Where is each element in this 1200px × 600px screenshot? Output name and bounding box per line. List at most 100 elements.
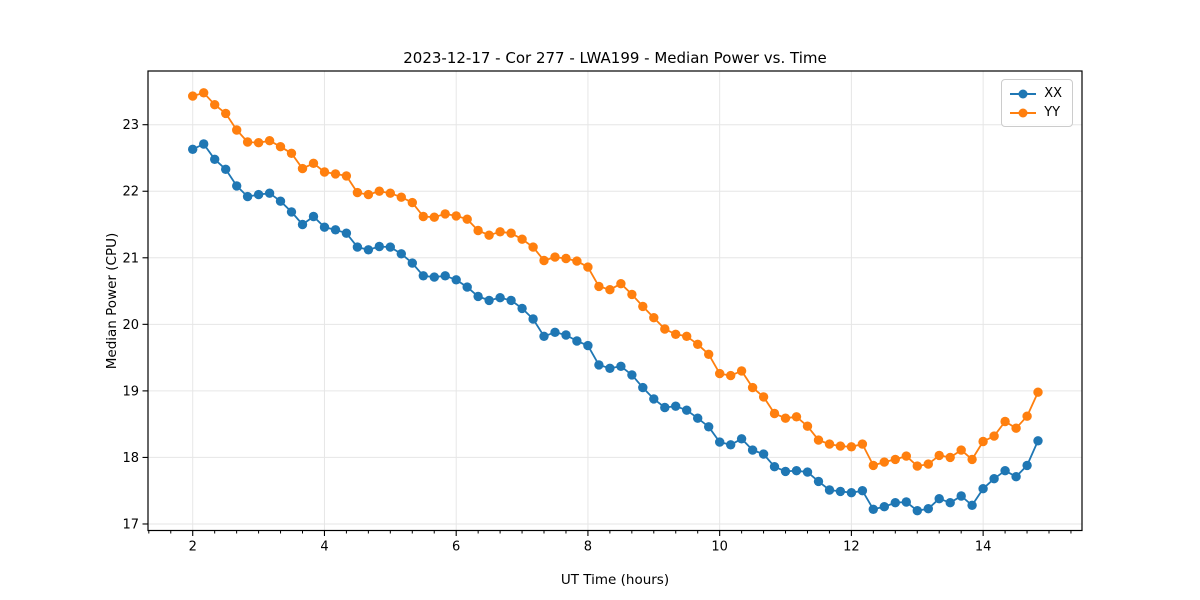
series-XX-marker <box>330 225 341 235</box>
series-YY-marker <box>791 412 802 422</box>
series-XX-marker <box>572 336 582 346</box>
series-YY-marker <box>649 313 659 323</box>
series-XX-marker <box>846 488 857 498</box>
series-XX-marker <box>253 189 264 200</box>
series-YY-marker <box>188 91 198 101</box>
series-XX-marker <box>693 413 703 423</box>
series-XX-marker <box>407 258 417 268</box>
x-tick-label: 14 <box>975 540 992 555</box>
series-XX-marker <box>923 504 933 514</box>
series-XX-marker <box>791 466 802 476</box>
series-YY-marker <box>495 227 505 237</box>
series-XX-marker <box>868 504 878 514</box>
series-YY-marker <box>484 230 494 240</box>
series-YY-marker <box>221 108 231 119</box>
x-tick-label: 4 <box>320 540 328 555</box>
series-XX-marker <box>363 245 374 255</box>
series-YY-marker <box>594 281 604 292</box>
series-YY-marker <box>517 234 527 244</box>
legend-label-xx: XX <box>1044 86 1062 101</box>
series-XX-marker <box>528 314 538 324</box>
series-XX-marker <box>956 491 966 501</box>
series-YY-marker <box>561 253 571 264</box>
series-YY-marker <box>605 285 615 295</box>
series-YY-marker <box>1011 423 1021 433</box>
series-XX-marker <box>396 249 406 259</box>
series-XX-marker <box>934 494 944 504</box>
series-YY-marker <box>286 148 297 158</box>
x-tick-label: 8 <box>584 540 592 555</box>
series-XX-marker <box>736 434 747 444</box>
series-XX-marker <box>451 275 461 285</box>
series-YY-marker <box>539 255 549 266</box>
series-YY-marker <box>572 256 582 266</box>
series-XX-marker <box>341 228 352 238</box>
series-XX-marker <box>769 462 780 472</box>
series-XX-marker <box>188 144 198 154</box>
y-tick-label: 17 <box>122 517 139 532</box>
series-YY-marker <box>462 214 472 224</box>
x-tick-label: 2 <box>189 540 197 555</box>
series-XX-marker <box>1022 460 1032 471</box>
series-YY-marker <box>704 349 714 359</box>
series-XX-marker <box>857 486 868 496</box>
series-XX-marker <box>242 191 253 202</box>
series-XX-marker <box>418 271 428 281</box>
series-XX-marker <box>715 437 725 447</box>
y-tick-label: 18 <box>122 451 139 466</box>
series-XX-marker <box>297 219 308 230</box>
series-YY-marker <box>736 366 747 376</box>
series-XX-marker <box>199 139 209 149</box>
series-YY-marker <box>451 211 461 221</box>
series-YY-marker <box>253 138 264 148</box>
legend-sample-yy <box>1010 108 1037 118</box>
series-YY-marker <box>912 461 922 471</box>
series-YY-marker <box>232 125 242 135</box>
series-YY-marker <box>934 450 944 461</box>
series-YY-marker <box>758 392 769 402</box>
plot-border <box>147 70 1083 532</box>
series-XX-marker <box>824 485 835 495</box>
series-YY-marker <box>715 368 725 379</box>
series-XX-marker <box>429 272 439 282</box>
y-tick-label: 21 <box>122 251 139 266</box>
series-YY-marker <box>308 158 319 168</box>
series-XX-marker <box>726 440 736 450</box>
series-YY-line <box>191 91 1039 468</box>
series-XX-marker <box>594 360 604 370</box>
series-XX-marker <box>879 502 889 512</box>
series-YY-marker <box>1000 416 1010 427</box>
series-XX-marker <box>989 474 999 484</box>
series-XX-marker <box>550 327 560 337</box>
series-YY-marker <box>264 136 275 146</box>
legend-marker-icon <box>1018 108 1028 117</box>
legend-entry-yy: YY <box>1010 103 1062 122</box>
series-YY-marker <box>693 339 703 349</box>
series-XX-marker <box>308 211 319 222</box>
series-YY-marker <box>901 451 911 461</box>
series-XX-marker <box>802 467 813 477</box>
series-YY-marker <box>879 457 889 467</box>
series-YY-marker <box>275 142 286 152</box>
series-XX-marker <box>945 498 955 508</box>
chart-title: 2023-12-17 - Cor 277 - LWA199 - Median P… <box>403 49 827 67</box>
series-YY-marker <box>780 413 791 423</box>
series-XX-marker <box>682 405 692 415</box>
series-XX-marker <box>539 331 549 341</box>
series-YY-marker <box>396 192 406 202</box>
series-XX-marker <box>1033 436 1043 446</box>
legend-entry-xx: XX <box>1010 84 1062 103</box>
series-XX-marker <box>835 486 846 497</box>
series-XX-marker <box>605 363 615 373</box>
series-YY-marker <box>769 408 780 419</box>
series-XX-marker <box>671 401 681 411</box>
x-tick-label: 10 <box>711 540 728 555</box>
series-YY-marker <box>671 329 681 339</box>
series-YY-marker <box>857 439 868 449</box>
y-tick-label: 20 <box>122 318 139 333</box>
x-tick-label: 6 <box>452 540 460 555</box>
y-tick-label: 23 <box>122 118 139 133</box>
series-YY-marker <box>802 421 813 431</box>
series-XX-marker <box>473 291 483 302</box>
